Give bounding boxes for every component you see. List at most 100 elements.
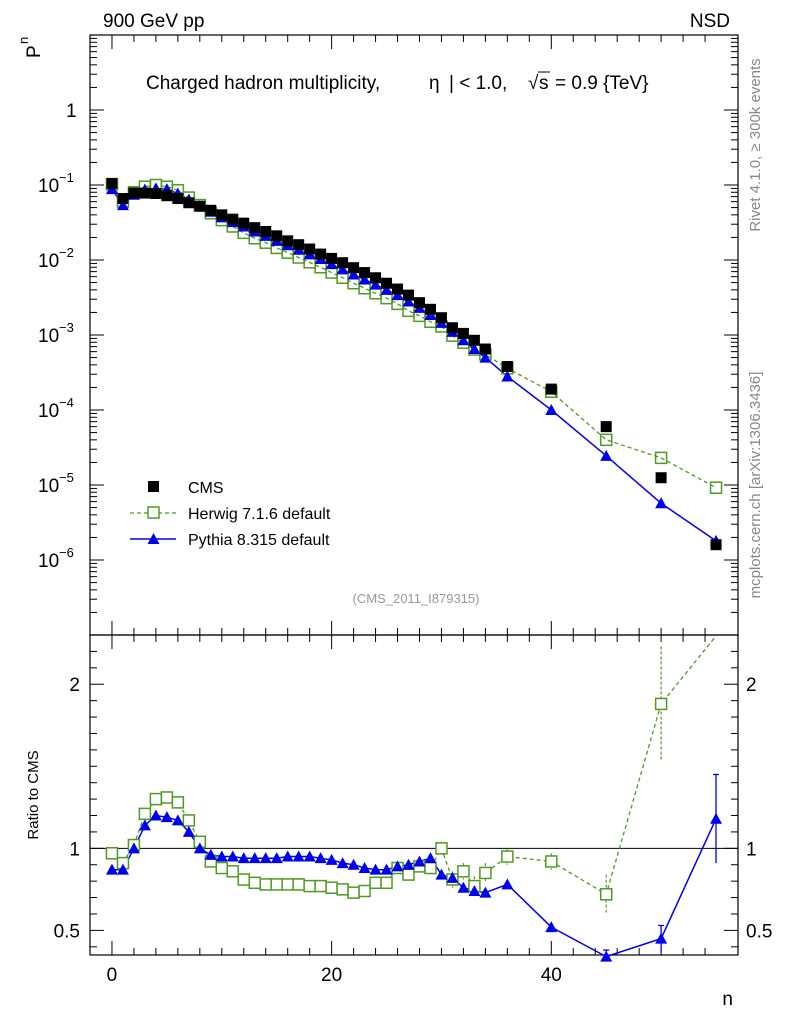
- cms-point: [249, 222, 261, 234]
- cms-point: [106, 177, 118, 189]
- cms-point: [282, 235, 294, 247]
- ratio-pythia-point: [281, 850, 294, 862]
- ratio-herwig-point: [314, 879, 327, 893]
- main-ytick-label: 10: [38, 176, 59, 197]
- pythia-point: [116, 199, 129, 211]
- cms-point: [227, 213, 239, 225]
- ratio-pythia-point: [237, 852, 250, 864]
- ratio-pythia-point: [105, 863, 118, 875]
- main-ytick-exponent: −5: [59, 470, 74, 485]
- title-eta: η: [429, 73, 440, 94]
- side-label-rivet: Rivet 4.1.0, ≥ 300k events: [747, 58, 764, 231]
- main-ytick-label: 10: [38, 326, 59, 347]
- title-part-c: = 0.9 {TeV}: [555, 73, 649, 94]
- ratio-pythia-point: [457, 881, 470, 893]
- ratio-pythia-point: [182, 825, 195, 837]
- pythia-point: [545, 404, 558, 415]
- ratio-ytick-label-left: 1: [69, 839, 80, 860]
- cms-point: [403, 289, 415, 301]
- legend: CMS Herwig 7.1.6 default Pythia 8.315 de…: [130, 480, 331, 549]
- ratio-herwig-line: [111, 635, 717, 896]
- cms-point: [359, 267, 371, 279]
- ratio-pythia-point: [600, 950, 613, 962]
- ratio-herwig-point: [654, 697, 668, 711]
- herwig-point: [654, 451, 668, 465]
- pythia-point: [600, 449, 613, 461]
- cms-point: [413, 297, 425, 309]
- ratio-pythia-point: [380, 863, 393, 875]
- ratio-herwig-point: [435, 842, 448, 855]
- ratio-pythia-point: [270, 852, 283, 864]
- ratio-herwig-point: [545, 855, 558, 868]
- ratio-ytick-label-left: 2: [69, 675, 80, 696]
- main-ytick-label: 1: [66, 101, 77, 122]
- ratio-pythia-point: [545, 921, 558, 933]
- cms-point: [348, 262, 360, 274]
- herwig-point: [599, 433, 613, 447]
- ratio-herwig-point: [457, 865, 470, 878]
- ratio-pythia-point: [479, 886, 492, 898]
- ratio-herwig-point: [599, 888, 613, 901]
- ratio-herwig-point: [270, 878, 283, 891]
- pythia-point: [380, 283, 393, 295]
- main-ytick-label: 10: [38, 401, 59, 422]
- ratio-pythia-point: [391, 860, 404, 872]
- cms-point: [238, 217, 250, 229]
- title-s: s: [539, 73, 549, 94]
- ratio-pythia-point: [347, 858, 360, 870]
- ratio-pythia-point: [501, 878, 514, 890]
- pythia-point: [347, 268, 360, 280]
- cms-point: [172, 193, 184, 205]
- pythia-point: [391, 289, 404, 301]
- ratio-herwig-point: [281, 878, 294, 891]
- header-left: 900 GeV pp: [103, 11, 204, 32]
- ratio-herwig-point: [171, 796, 185, 809]
- ratio-xtick-label: 0: [107, 965, 118, 986]
- ratio-pythia-point: [259, 852, 272, 864]
- chart-title: Charged hadron multiplicity, η | < 1.0, …: [146, 71, 649, 94]
- cms-point: [117, 193, 129, 205]
- pythia-point: [358, 273, 371, 285]
- legend-cms-label: CMS: [188, 480, 224, 497]
- title-part-b: | < 1.0,: [449, 73, 507, 94]
- ratio-herwig-point: [501, 850, 514, 863]
- ratio-herwig-point: [149, 792, 163, 806]
- herwig-line: [111, 184, 717, 489]
- cms-point: [381, 277, 393, 289]
- ratio-ytick-label-right: 0.5: [746, 921, 772, 942]
- cms-point: [304, 243, 316, 255]
- ratio-xtick-label: 20: [321, 965, 342, 986]
- main-ytick-exponent: −6: [59, 545, 74, 560]
- ratio-pythia-point: [325, 853, 338, 865]
- cms-point: [468, 334, 480, 346]
- ratio-pythia-point: [303, 850, 316, 862]
- ratio-pythia-point: [193, 842, 206, 854]
- ratio-pythia-point: [424, 852, 437, 864]
- ratio-pythia-point: [138, 819, 151, 831]
- ratio-herwig-point: [226, 865, 240, 878]
- pythia-point: [402, 295, 415, 307]
- pythia-point: [457, 334, 470, 346]
- cms-point: [457, 327, 469, 339]
- ratio-ylabel: Ratio to CMS: [25, 750, 42, 839]
- ratio-herwig-point: [248, 876, 261, 890]
- main-ytick-label: 10: [38, 251, 59, 272]
- legend-pythia-marker: [147, 533, 160, 544]
- ratio-pythia-point: [369, 863, 382, 875]
- cms-point: [326, 252, 338, 264]
- cms-point: [479, 343, 491, 355]
- main-ytick-label: 10: [38, 551, 59, 572]
- ratio-herwig-point: [138, 807, 152, 821]
- cms-point: [446, 322, 458, 334]
- pythia-point: [468, 343, 481, 355]
- ratio-herwig-point: [303, 879, 316, 893]
- ratio-herwig-point: [380, 876, 393, 890]
- ratio-axis-ticks: 0.5 0.51 12 20 20 40: [54, 635, 772, 986]
- ratio-pythia-point: [116, 863, 129, 875]
- pythia-point: [479, 351, 492, 363]
- ratio-herwig-point: [160, 791, 174, 804]
- main-ylabel: P n: [16, 37, 45, 58]
- ratio-herwig-point: [424, 861, 437, 875]
- ratio-pythia-point: [358, 862, 371, 874]
